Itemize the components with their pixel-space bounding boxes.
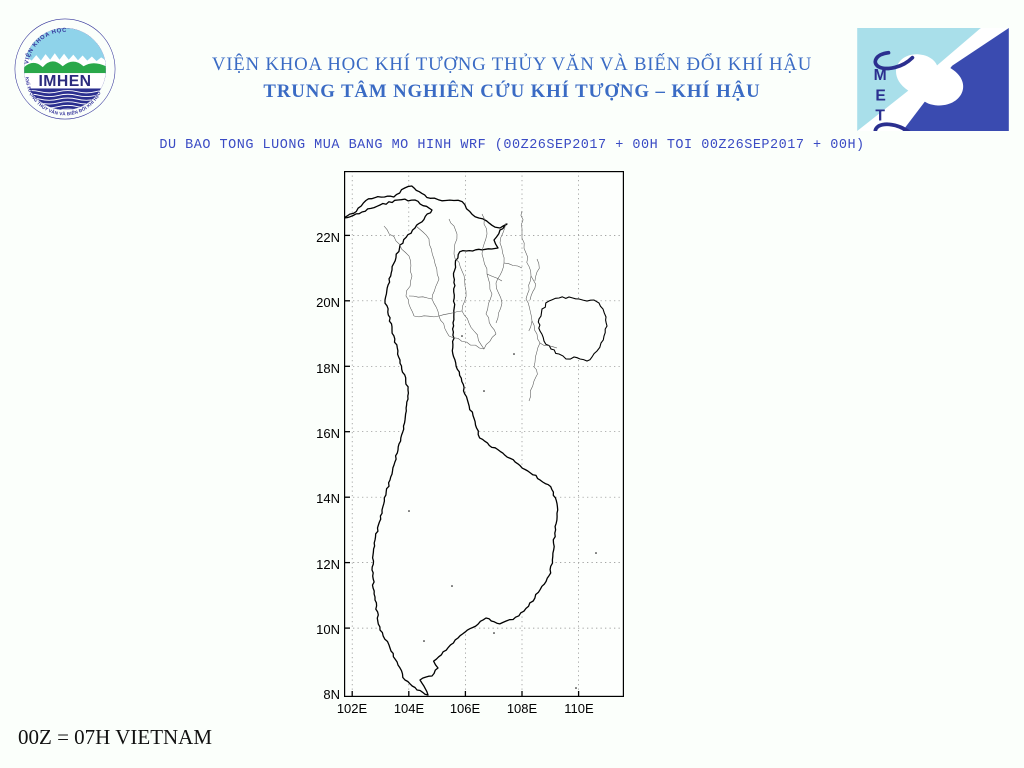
svg-text:T: T [875,107,885,124]
